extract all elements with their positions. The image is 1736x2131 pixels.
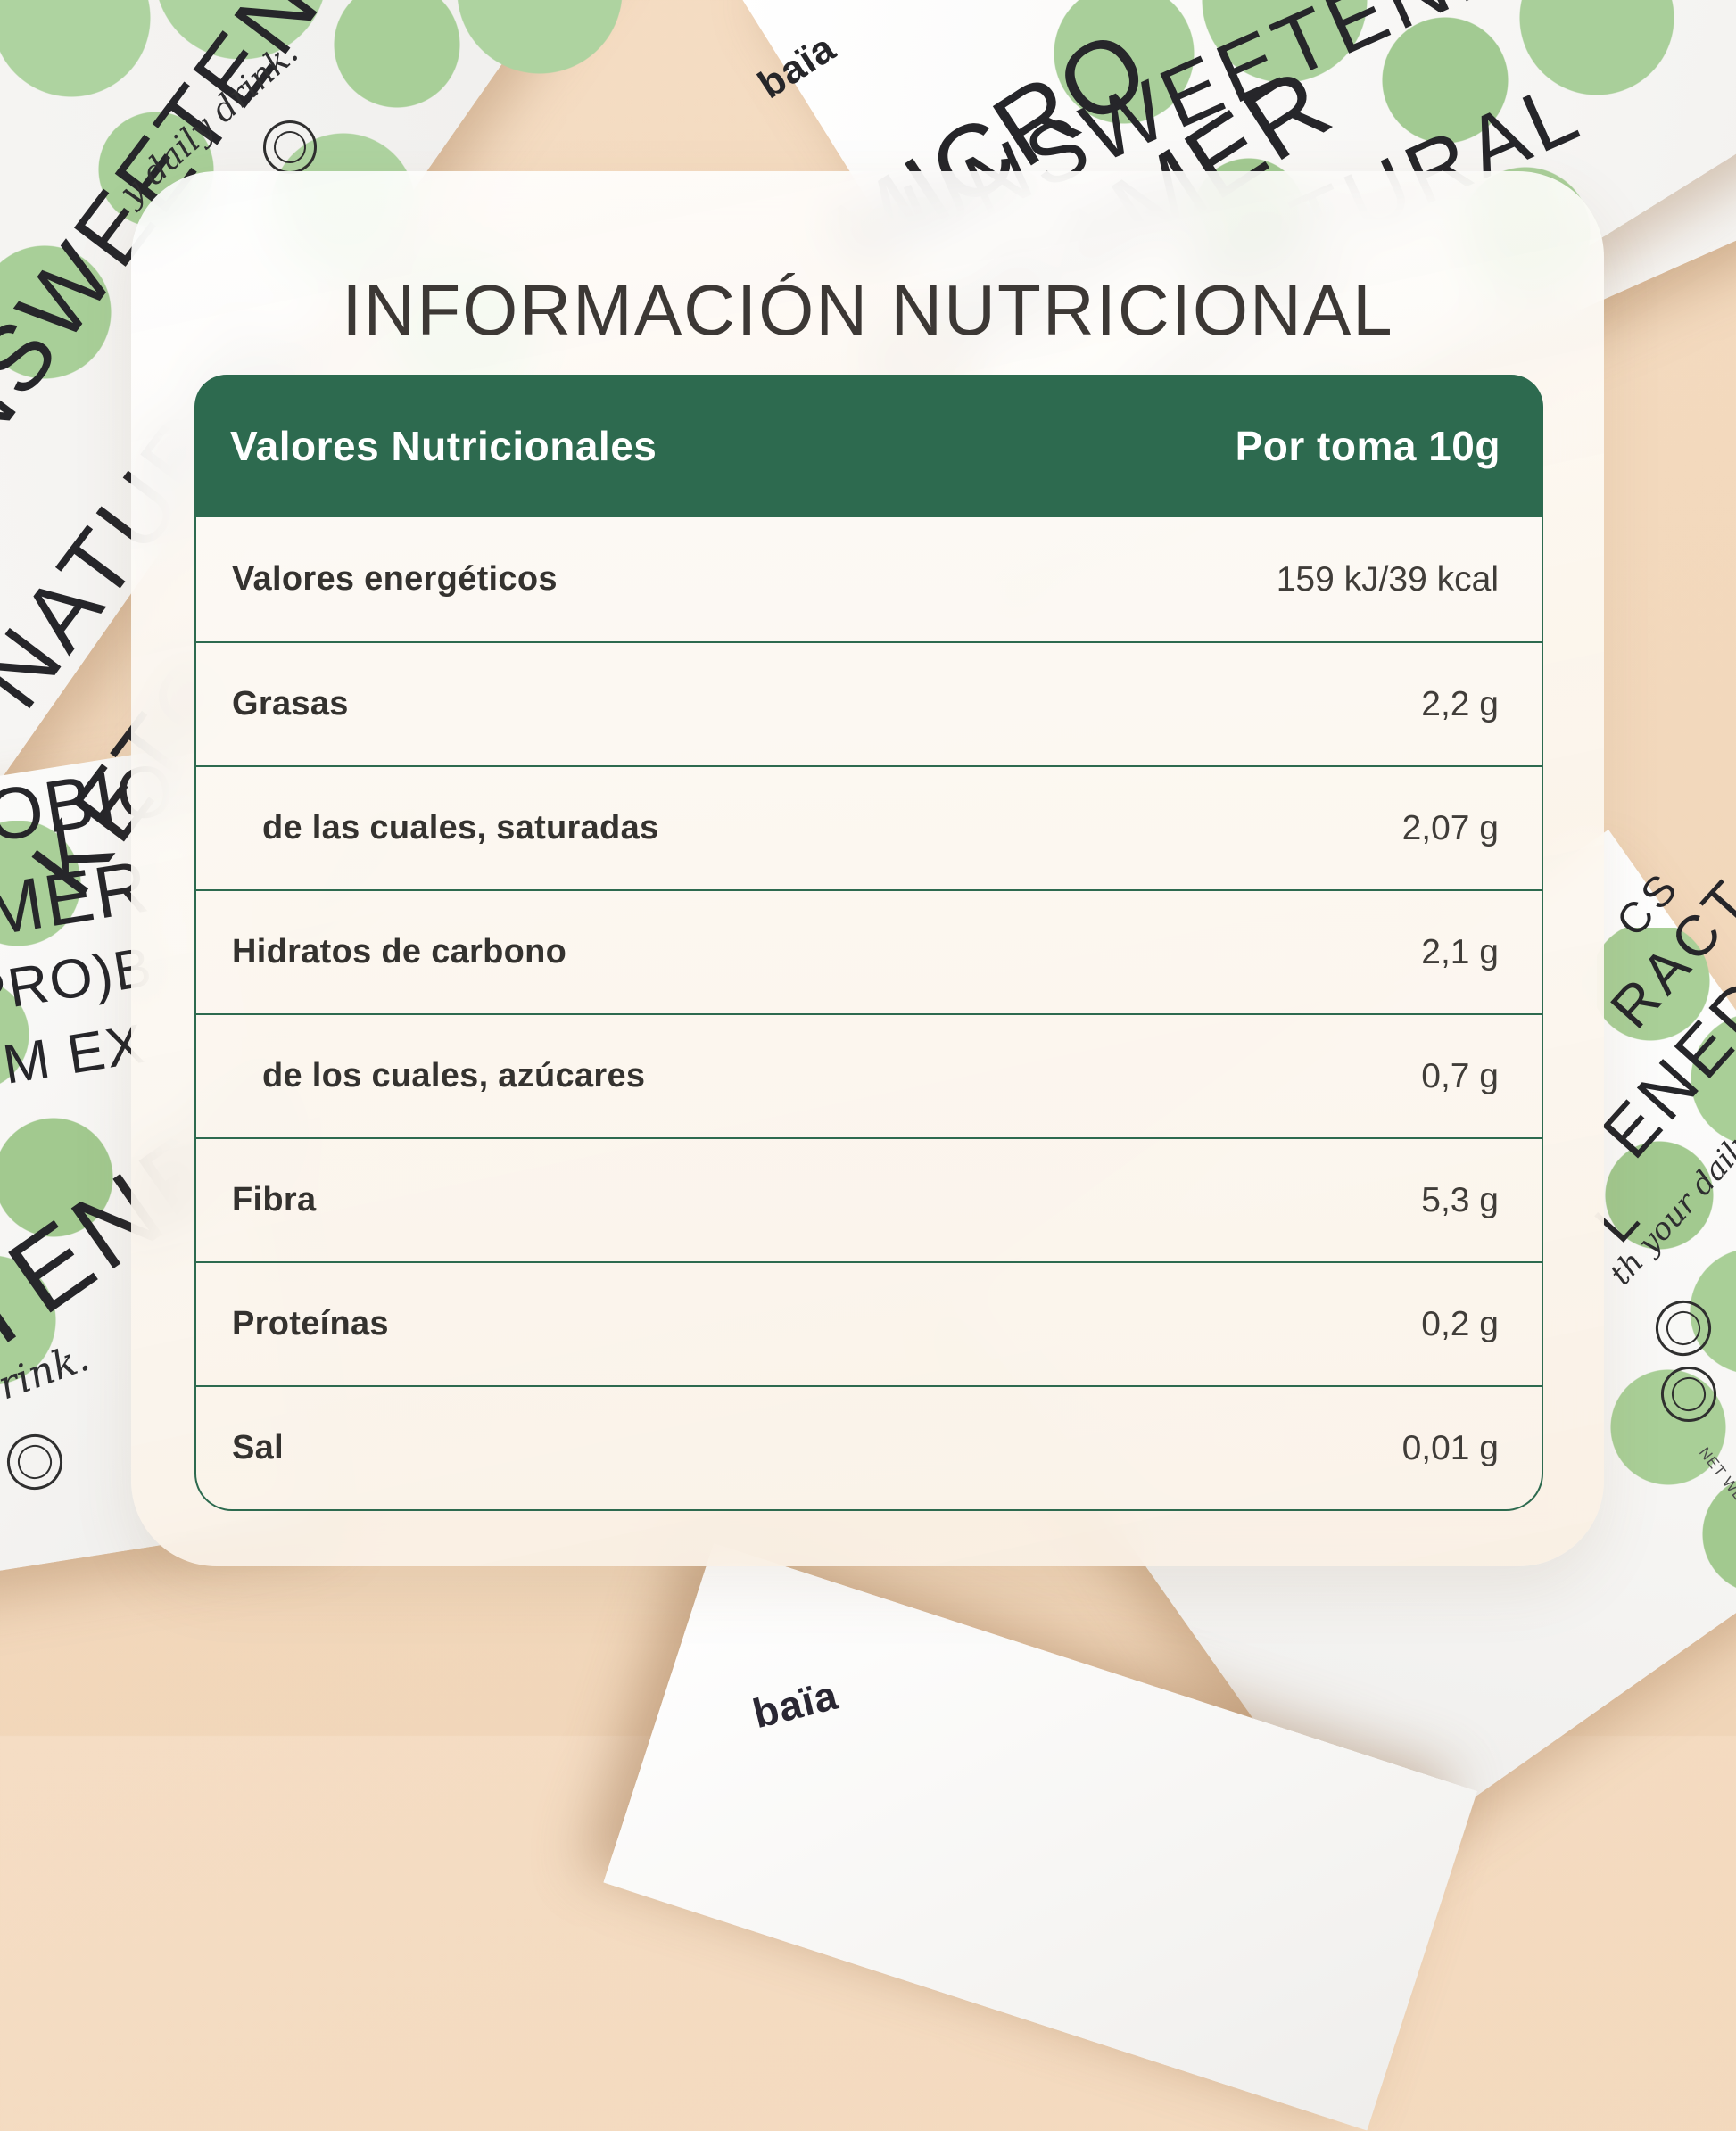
- table-row: Fibra 5,3 g: [196, 1137, 1542, 1261]
- row-label: Sal: [232, 1429, 284, 1466]
- row-value: 0,2 g: [1421, 1304, 1499, 1343]
- table-row: de las cuales, saturadas 2,07 g: [196, 765, 1542, 889]
- table-header-right: Por toma 10g: [1235, 423, 1500, 469]
- row-value: 0,7 g: [1421, 1056, 1499, 1095]
- table-body: Valores energéticos 159 kJ/39 kcal Grasas 2…: [194, 517, 1543, 1511]
- row-label: de las cuales, saturadas: [262, 809, 659, 847]
- nutrition-infographic: { "title": "INFORMACIÓN NUTRICIONAL", "t…: [0, 0, 1736, 1736]
- row-value: 2,1 g: [1421, 932, 1499, 971]
- table-row: Proteínas 0,2 g: [196, 1261, 1542, 1385]
- table-row: Grasas 2,2 g: [196, 641, 1542, 765]
- row-label: Hidratos de carbono: [232, 933, 567, 971]
- row-label: Grasas: [232, 685, 349, 723]
- row-label: de los cuales, azúcares: [262, 1057, 646, 1094]
- row-label: Valores energéticos: [232, 560, 558, 598]
- row-value: 2,07 g: [1401, 808, 1499, 847]
- nutrition-table: Valores Nutricionales Por toma 10g Valor…: [194, 375, 1543, 1511]
- row-label: Fibra: [232, 1181, 317, 1218]
- table-row: de los cuales, azúcares 0,7 g: [196, 1013, 1542, 1137]
- table-row: Hidratos de carbono 2,1 g: [196, 889, 1542, 1013]
- row-value: 2,2 g: [1421, 684, 1499, 723]
- row-label: Proteínas: [232, 1305, 389, 1342]
- table-row: Valores energéticos 159 kJ/39 kcal: [196, 517, 1542, 641]
- row-value: 5,3 g: [1421, 1180, 1499, 1219]
- table-header-left: Valores Nutricionales: [230, 423, 657, 469]
- table-row: Sal 0,01 g: [196, 1385, 1542, 1509]
- row-value: 159 kJ/39 kcal: [1276, 559, 1499, 599]
- row-value: 0,01 g: [1401, 1428, 1499, 1467]
- table-header: Valores Nutricionales Por toma 10g: [194, 375, 1543, 517]
- page-title: INFORMACIÓN NUTRICIONAL: [342, 269, 1394, 350]
